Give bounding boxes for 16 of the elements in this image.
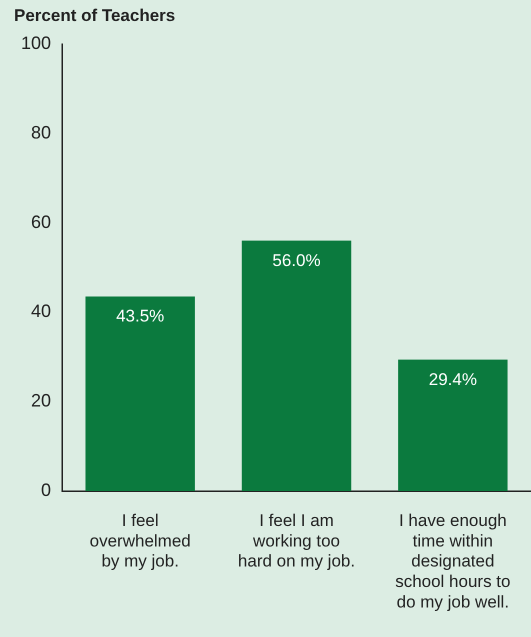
x-tick-label: I have enough time within designated school hours to do my job well. [395, 510, 510, 612]
bar [242, 240, 352, 491]
bar [398, 360, 508, 491]
x-tick-label: I feel overwhelmed by my job. [90, 510, 191, 571]
y-tick-label: 60 [31, 212, 52, 232]
data-label: 29.4% [428, 370, 477, 389]
y-tick-label: 100 [20, 32, 52, 53]
data-label: 56.0% [272, 250, 321, 270]
y-tick-label: 20 [31, 390, 52, 411]
data-label: 43.5% [116, 306, 164, 326]
y-tick-label: 40 [31, 301, 52, 322]
y-axis-title: Percent of Teachers [14, 6, 176, 26]
bar [85, 296, 195, 491]
y-tick-label: 80 [31, 122, 52, 142]
y-tick-label: 0 [41, 480, 52, 500]
x-tick-label: I feel I am working too hard on my job. [238, 510, 356, 571]
